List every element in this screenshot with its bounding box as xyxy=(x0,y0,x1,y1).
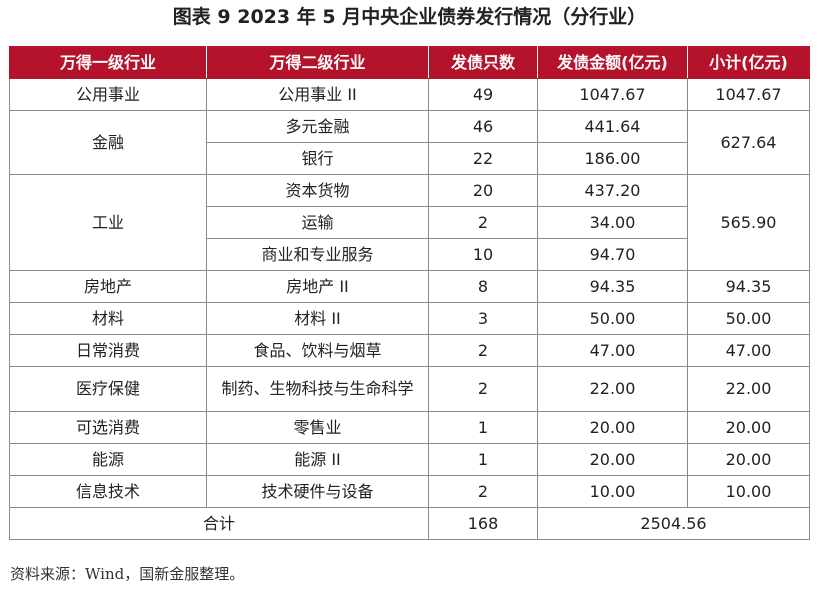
cell-subtotal: 47.00 xyxy=(687,334,810,367)
cell-amount: 186.00 xyxy=(537,142,688,175)
cell-count: 2 xyxy=(428,366,538,412)
table-row: 日常消费 食品、饮料与烟草 2 47.00 47.00 xyxy=(9,334,810,367)
cell-level1: 信息技术 xyxy=(9,475,207,508)
cell-subtotal: 565.90 xyxy=(687,174,810,271)
header-level2-industry: 万得二级行业 xyxy=(206,46,429,79)
total-count: 168 xyxy=(428,507,538,540)
cell-amount: 1047.67 xyxy=(537,78,688,111)
cell-subtotal: 22.00 xyxy=(687,366,810,412)
table-row: 材料 材料 II 3 50.00 50.00 xyxy=(9,302,810,335)
cell-amount: 10.00 xyxy=(537,475,688,508)
cell-count: 49 xyxy=(428,78,538,111)
table-row: 房地产 房地产 II 8 94.35 94.35 xyxy=(9,270,810,303)
cell-count: 2 xyxy=(428,334,538,367)
cell-subtotal: 50.00 xyxy=(687,302,810,335)
cell-level1: 公用事业 xyxy=(9,78,207,111)
table-header-row: 万得一级行业 万得二级行业 发债只数 发债金额(亿元) 小计(亿元) xyxy=(9,46,810,79)
table-row: 工业 资本货物 20 437.20 565.90 xyxy=(9,174,810,271)
table-row: 能源 能源 II 1 20.00 20.00 xyxy=(9,443,810,476)
cell-level2: 多元金融 xyxy=(206,110,429,143)
total-amount: 2504.56 xyxy=(537,507,810,540)
cell-subtotal: 627.64 xyxy=(687,110,810,175)
cell-count: 8 xyxy=(428,270,538,303)
cell-subtotal: 94.35 xyxy=(687,270,810,303)
cell-amount: 441.64 xyxy=(537,110,688,143)
cell-amount: 50.00 xyxy=(537,302,688,335)
table-row: 运输 2 34.00 xyxy=(10,206,810,239)
header-level1-industry: 万得一级行业 xyxy=(9,46,207,79)
cell-count: 1 xyxy=(428,411,538,444)
cell-count: 22 xyxy=(428,142,538,175)
header-issue-amount: 发债金额(亿元) xyxy=(537,46,688,79)
cell-amount: 94.70 xyxy=(537,238,688,271)
cell-count: 1 xyxy=(428,443,538,476)
cell-amount: 47.00 xyxy=(537,334,688,367)
cell-level2: 资本货物 xyxy=(206,174,429,207)
table-row: 公用事业 公用事业 II 49 1047.67 1047.67 xyxy=(9,78,810,111)
cell-level2: 制药、生物科技与生命科学 xyxy=(206,366,429,412)
source-note: 资料来源：Wind，国新金服整理。 xyxy=(10,565,245,583)
cell-level1: 金融 xyxy=(9,110,207,175)
cell-level2: 能源 II xyxy=(206,443,429,476)
cell-level1: 材料 xyxy=(9,302,207,335)
cell-amount: 437.20 xyxy=(537,174,688,207)
cell-level1: 医疗保健 xyxy=(9,366,207,412)
total-label: 合计 xyxy=(9,507,429,540)
cell-level2: 食品、饮料与烟草 xyxy=(206,334,429,367)
cell-count: 2 xyxy=(428,206,538,239)
cell-level2: 零售业 xyxy=(206,411,429,444)
table-row: 银行 22 186.00 xyxy=(10,142,810,175)
cell-subtotal: 20.00 xyxy=(687,443,810,476)
total-row: 合计 168 2504.56 xyxy=(9,507,810,540)
cell-level2: 商业和专业服务 xyxy=(206,238,429,271)
cell-count: 3 xyxy=(428,302,538,335)
cell-level1: 工业 xyxy=(9,174,207,271)
cell-count: 10 xyxy=(428,238,538,271)
cell-amount: 94.35 xyxy=(537,270,688,303)
cell-level2: 公用事业 II xyxy=(206,78,429,111)
cell-amount: 20.00 xyxy=(537,443,688,476)
cell-count: 2 xyxy=(428,475,538,508)
cell-level1: 房地产 xyxy=(9,270,207,303)
cell-level1: 能源 xyxy=(9,443,207,476)
table-row: 信息技术 技术硬件与设备 2 10.00 10.00 xyxy=(9,475,810,508)
cell-level1: 日常消费 xyxy=(9,334,207,367)
cell-amount: 34.00 xyxy=(537,206,688,239)
cell-level1: 可选消费 xyxy=(9,411,207,444)
cell-subtotal: 20.00 xyxy=(687,411,810,444)
cell-count: 46 xyxy=(428,110,538,143)
table-row: 可选消费 零售业 1 20.00 20.00 xyxy=(9,411,810,444)
table-row: 医疗保健 制药、生物科技与生命科学 2 22.00 22.00 xyxy=(9,366,810,412)
cell-level2: 运输 xyxy=(206,206,429,239)
bond-issuance-table: 万得一级行业 万得二级行业 发债只数 发债金额(亿元) 小计(亿元) 公用事业 … xyxy=(9,46,810,540)
cell-amount: 22.00 xyxy=(537,366,688,412)
cell-subtotal: 10.00 xyxy=(687,475,810,508)
table-row: 金融 多元金融 46 441.64 627.64 xyxy=(9,110,810,175)
cell-subtotal: 1047.67 xyxy=(687,78,810,111)
cell-count: 20 xyxy=(428,174,538,207)
cell-level2: 银行 xyxy=(206,142,429,175)
table-row: 商业和专业服务 10 94.70 xyxy=(10,238,810,271)
cell-level2: 技术硬件与设备 xyxy=(206,475,429,508)
cell-level2: 材料 II xyxy=(206,302,429,335)
header-issue-count: 发债只数 xyxy=(428,46,538,79)
header-subtotal: 小计(亿元) xyxy=(687,46,810,79)
cell-amount: 20.00 xyxy=(537,411,688,444)
figure-title: 图表 9 2023 年 5 月中央企业债券发行情况（分行业） xyxy=(172,6,647,28)
cell-level2: 房地产 II xyxy=(206,270,429,303)
